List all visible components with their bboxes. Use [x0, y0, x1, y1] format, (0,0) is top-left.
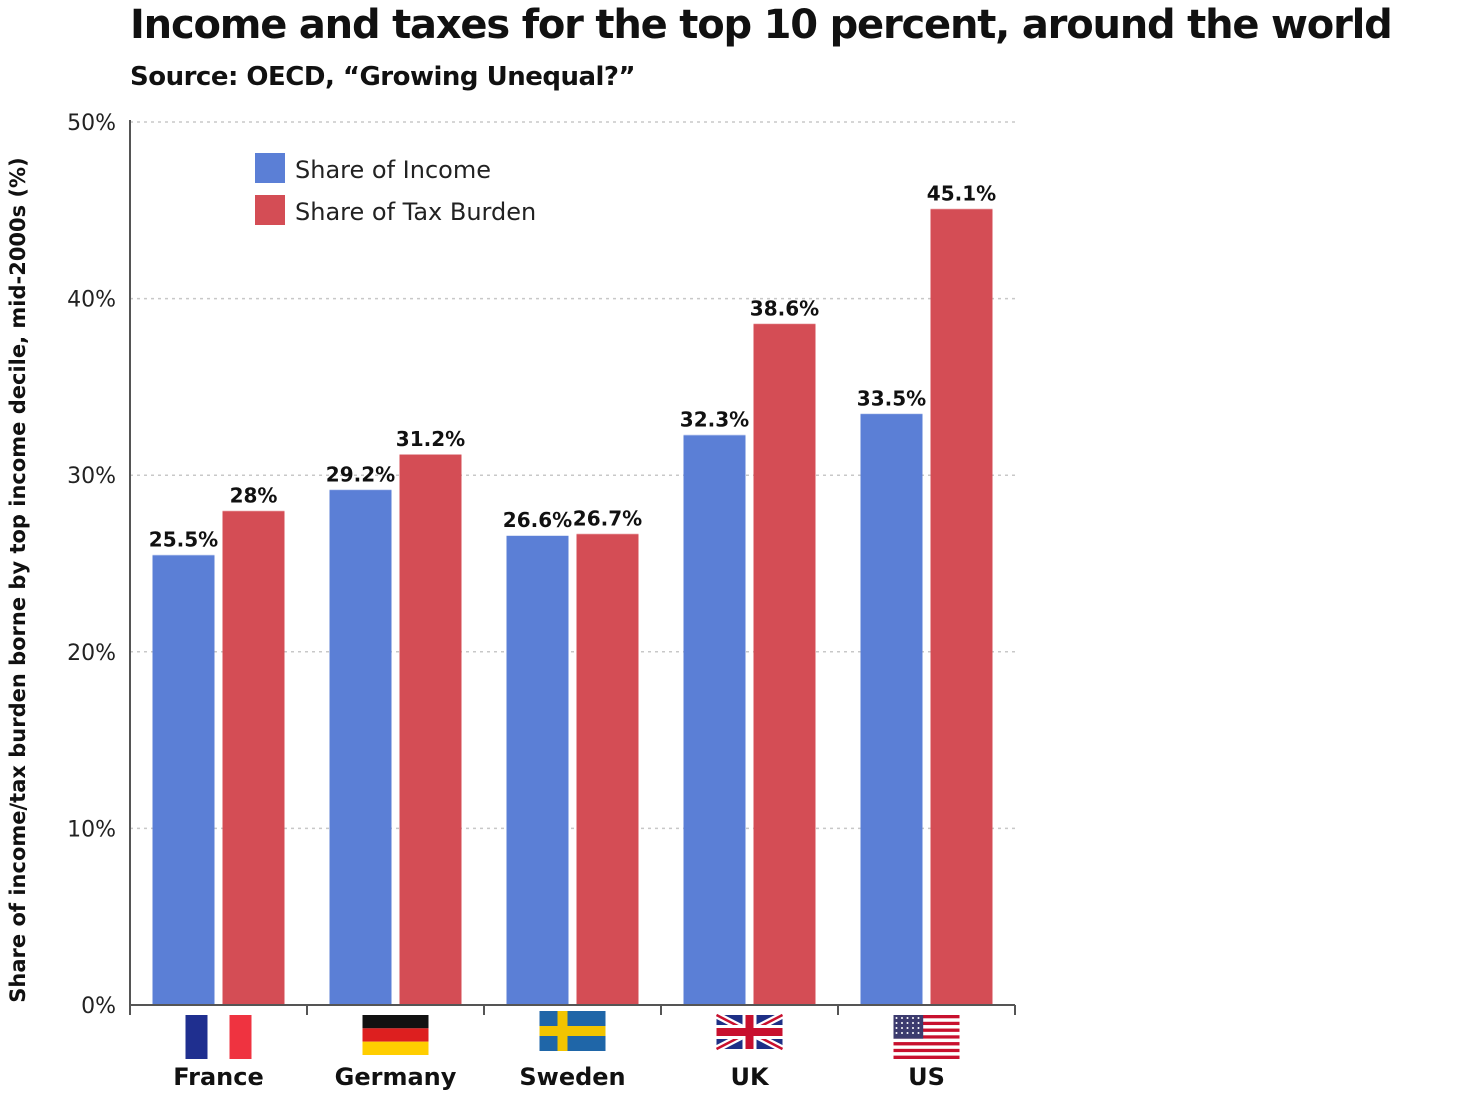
- category-label-germany: Germany: [335, 1063, 457, 1091]
- bar-sweden-tax: [576, 533, 639, 1005]
- legend-label-income: Share of Income: [295, 156, 491, 184]
- uk-flag-icon: [714, 1011, 785, 1053]
- legend-swatch-tax: [255, 195, 285, 225]
- bar-germany-tax: [399, 454, 462, 1005]
- value-label-france-income: 25.5%: [149, 528, 218, 552]
- legend-label-tax: Share of Tax Burden: [295, 198, 536, 226]
- y-tick-label-20: 20%: [67, 641, 116, 666]
- chart-subtitle: Source: OECD, “Growing Unequal?”: [130, 62, 636, 92]
- bar-uk-income: [683, 434, 746, 1005]
- value-labels: 25.5% 28% France 29.2%31.2% Germany 26.6% 26.7…: [149, 182, 996, 1091]
- y-tick-label-10: 10%: [67, 817, 116, 842]
- category-label-us: US: [908, 1063, 945, 1091]
- bar-germany-income: [329, 489, 392, 1005]
- value-label-us-tax: 45.1%: [927, 182, 996, 206]
- y-tick-label-40: 40%: [67, 288, 116, 313]
- y-axis-title: Share of income/tax burden borne by top …: [6, 157, 30, 1002]
- legend-swatch-income: [255, 153, 285, 183]
- flags: [185, 1011, 960, 1059]
- value-label-sweden-tax: 26.7%: [573, 506, 642, 530]
- value-label-uk-tax: 38.6%: [750, 296, 819, 320]
- chart-title: Income and taxes for the top 10 percent,…: [130, 2, 1393, 48]
- value-label-germany-income: 29.2%: [326, 462, 395, 486]
- value-label-uk-income: 32.3%: [680, 408, 749, 432]
- category-label-sweden: Sweden: [519, 1063, 625, 1091]
- bars: [152, 207, 993, 1006]
- value-label-france-tax: 28%: [230, 484, 278, 508]
- bar-france-income: [152, 554, 215, 1005]
- value-label-us-income: 33.5%: [857, 386, 926, 410]
- axes: 0% 10% 20% 30% 40% 50%: [67, 111, 1016, 1019]
- legend: Share of Income Share of Tax Burden: [255, 153, 536, 226]
- bar-sweden-income: [506, 535, 569, 1005]
- value-label-germany-tax: 31.2%: [396, 427, 465, 451]
- sweden-flag-icon: [539, 1011, 606, 1051]
- category-label-uk: UK: [730, 1063, 769, 1091]
- y-tick-label-30: 30%: [67, 464, 116, 489]
- category-label-france: France: [173, 1063, 263, 1091]
- france-flag-icon: [185, 1015, 252, 1059]
- bar-us-tax: [930, 208, 993, 1005]
- bar-france-tax: [222, 510, 285, 1005]
- value-label-sweden-income: 26.6%: [503, 508, 572, 532]
- bar-uk-tax: [753, 323, 816, 1006]
- y-tick-label-50: 50%: [67, 111, 116, 136]
- y-tick-label-0: 0%: [81, 994, 116, 1019]
- germany-flag-icon: [362, 1015, 429, 1055]
- bar-us-income: [860, 413, 923, 1005]
- us-flag-icon: [893, 1015, 960, 1059]
